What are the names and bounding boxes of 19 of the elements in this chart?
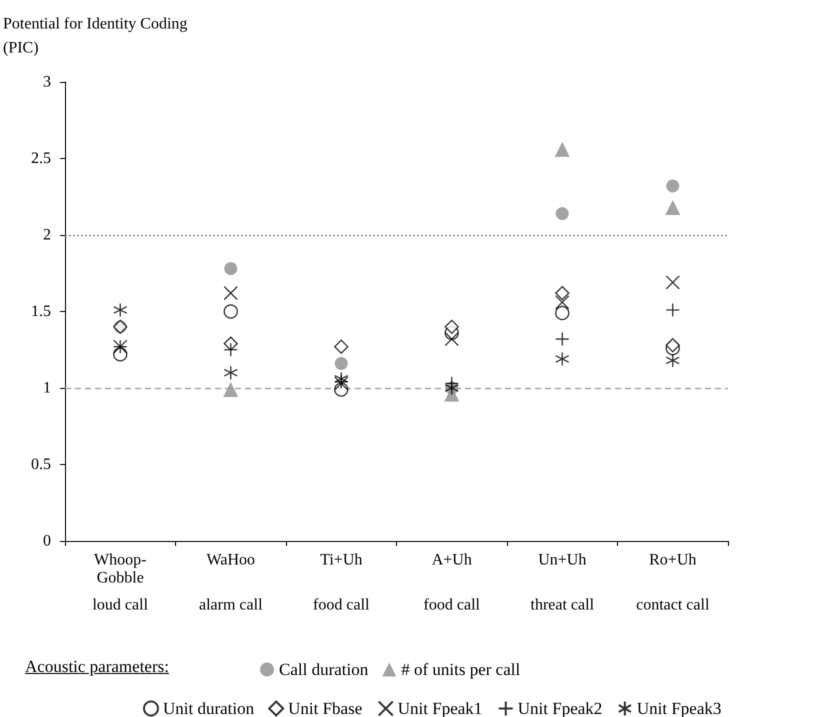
y-tick-label: 3 [43, 74, 51, 90]
legend-label: # of units per call [401, 660, 520, 679]
legend-title: Acoustic parameters: [25, 657, 169, 677]
category-label: A+Uh food call [424, 552, 480, 614]
y-tick-label: 1.5 [31, 303, 51, 320]
y-tick-label: 0.5 [31, 456, 51, 473]
y-tick-label: 2.5 [31, 150, 51, 167]
category-label: Un+Uh threat call [530, 552, 594, 614]
legend-label: Unit Fbase [288, 699, 362, 717]
category-label: Ti+Uh food call [313, 552, 370, 614]
y-tick-label: 0 [43, 532, 51, 550]
y-axis-title: Potential for Identity Coding (PIC) [3, 16, 188, 56]
y-tick-label: 2 [43, 226, 51, 244]
x-tick-label: Whoop- Gobble loud call [92, 552, 149, 614]
category-label: WaHoo alarm call [198, 552, 263, 614]
legend-label: Unit duration [163, 699, 255, 717]
legend-label: Call duration [279, 660, 369, 679]
y-tick-label: 1 [43, 380, 51, 396]
category-label: Ro+Uh contact call [636, 552, 710, 614]
